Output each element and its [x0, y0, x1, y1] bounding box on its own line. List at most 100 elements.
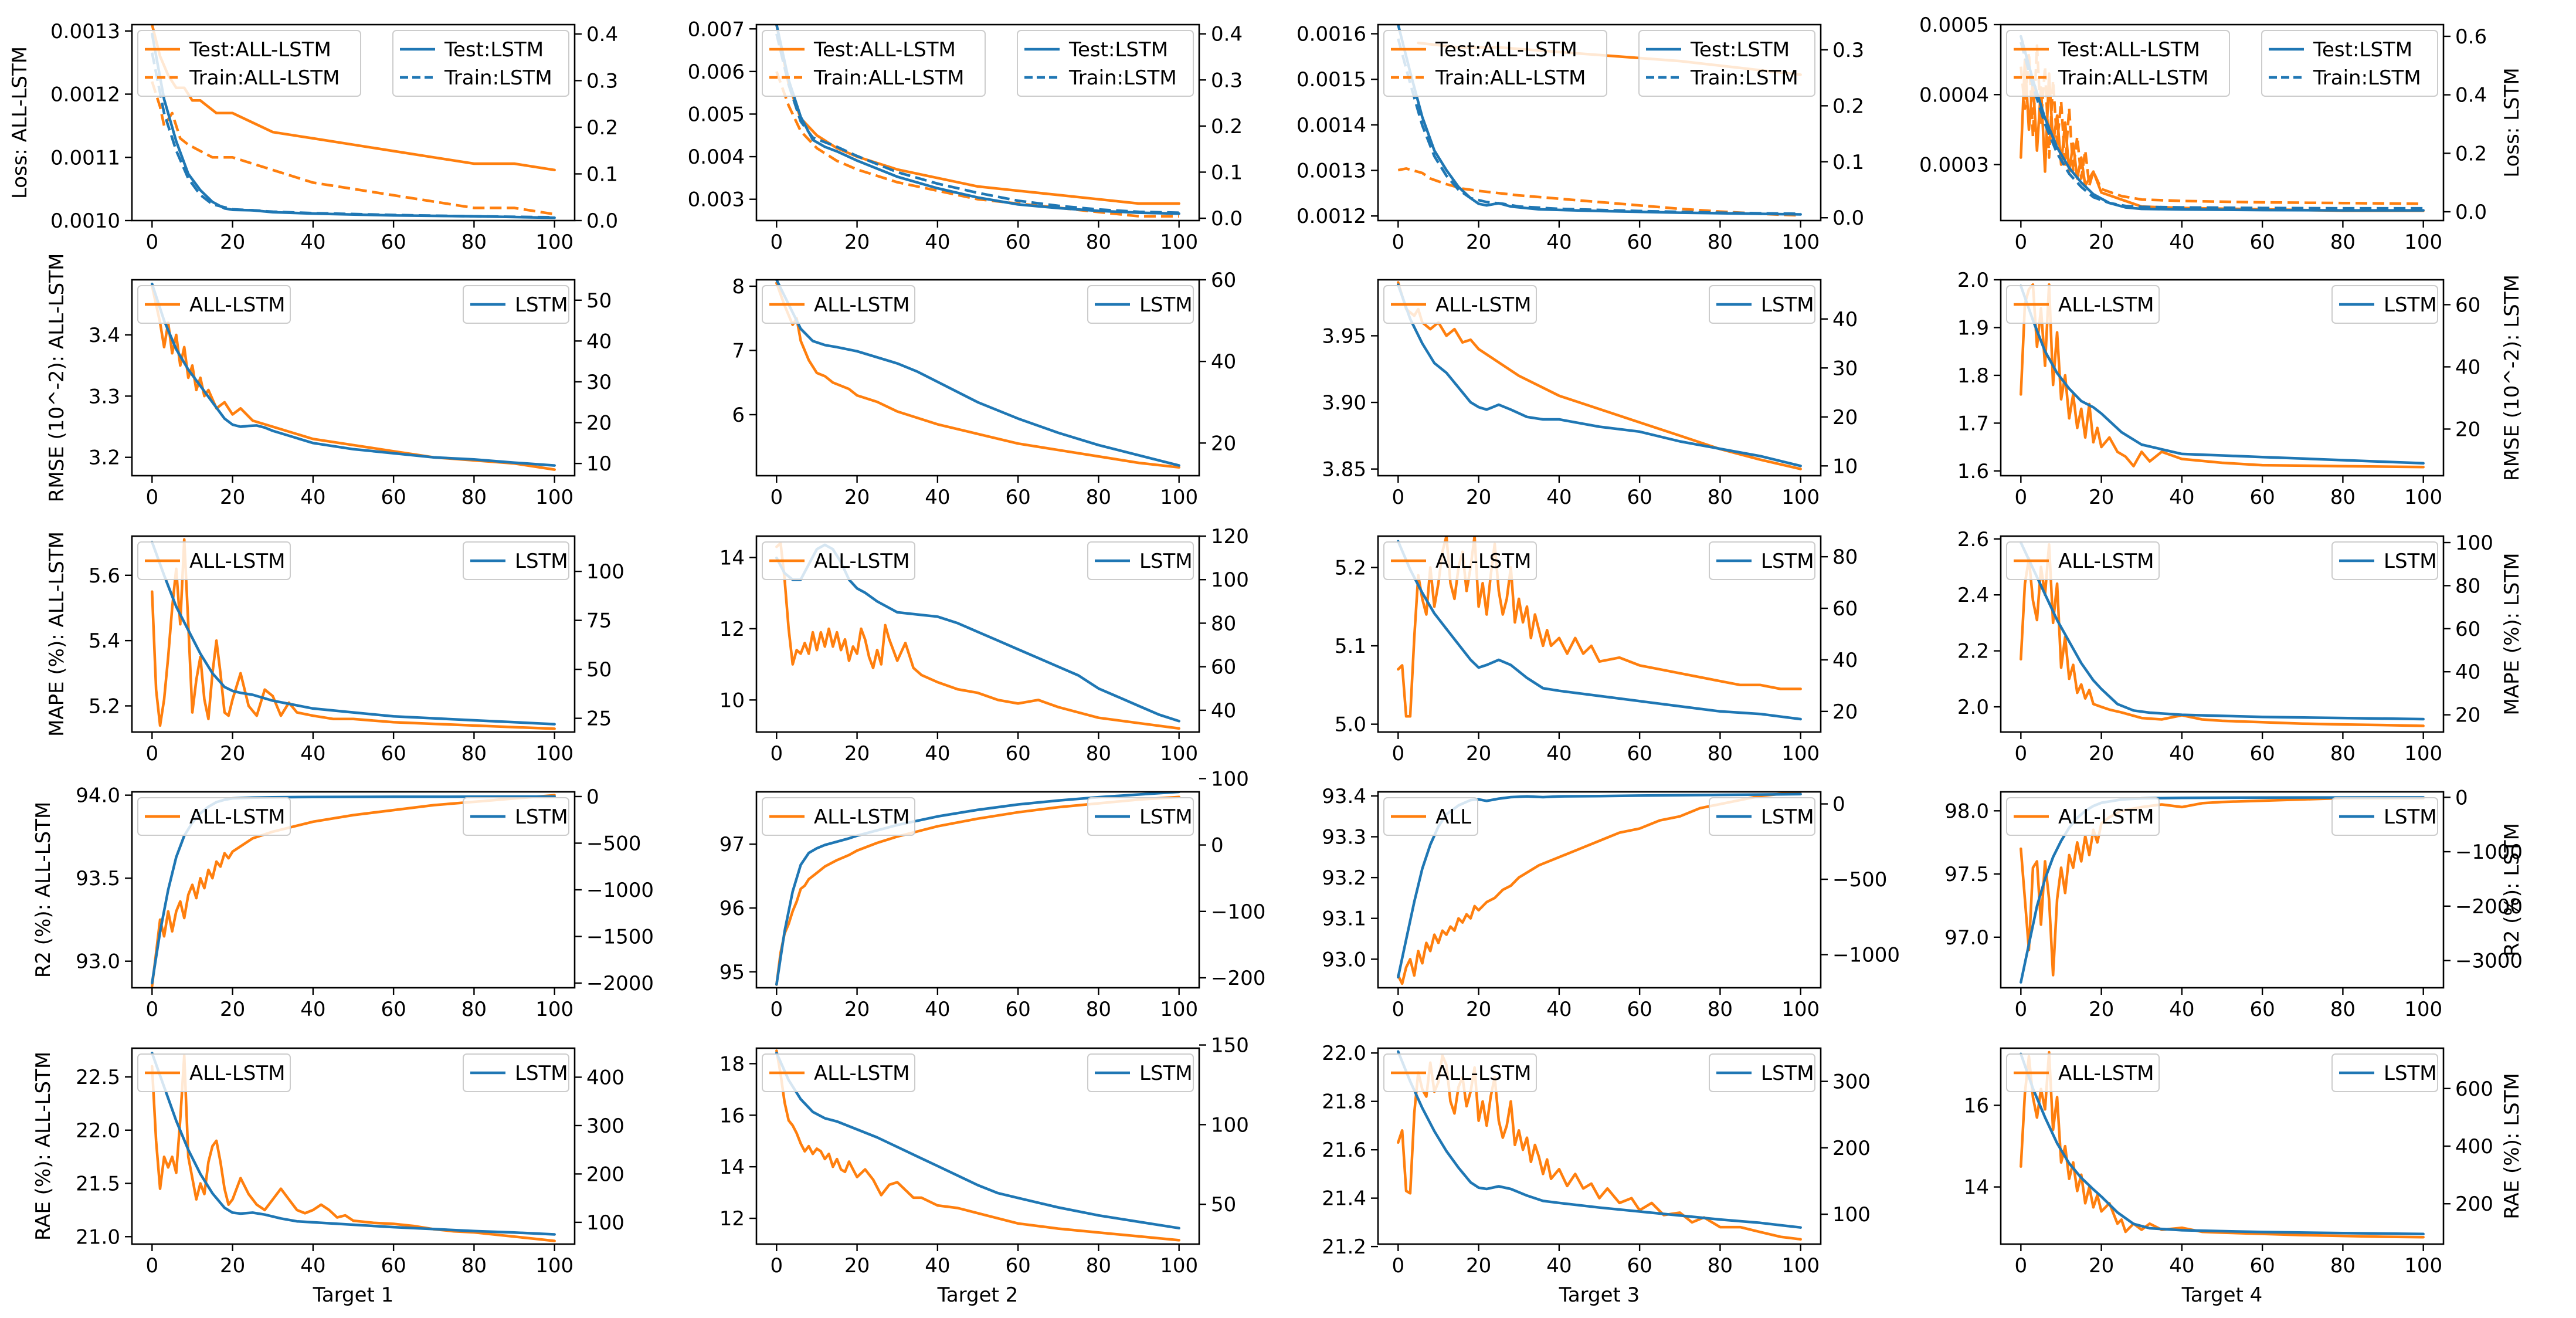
- x-tick-label: 0: [145, 231, 158, 254]
- legend-frame: [2006, 30, 2230, 97]
- left-y-tick-label: 0.0011: [50, 146, 120, 170]
- legend-label: ALL-LSTM: [2058, 293, 2154, 317]
- legend-all-lstm: ALL-LSTM: [2006, 285, 2160, 324]
- x-tick-label: 60: [381, 742, 406, 765]
- left-y-tick-label: 10: [719, 689, 745, 712]
- series-line-lstm: [1397, 792, 1802, 979]
- x-tick-label: 80: [2330, 1254, 2356, 1278]
- legend-frame: [1087, 797, 1194, 836]
- left-y-tick-label: 0.007: [688, 18, 745, 41]
- x-tick-label: 40: [2169, 486, 2194, 509]
- x-tick-label: 40: [925, 1254, 950, 1278]
- series-group: [1397, 536, 1802, 721]
- series-line-lstm: [2020, 284, 2425, 465]
- axes-frame: [131, 279, 576, 477]
- panel-r2-c3: 0 20 40 60 80 100 2.0 2.2 2.4 2.6 20 40 60 80 100 ALL-L…: [1957, 528, 2493, 765]
- axes-frame: [755, 791, 1200, 989]
- right-y-tick-label: 80: [1832, 546, 1858, 569]
- legend-label: ALL-LSTM: [2058, 550, 2154, 573]
- x-tick-label: 100: [535, 742, 573, 765]
- right-y-tick-label: 300: [586, 1114, 625, 1138]
- panel-r2-c2: 0 20 40 60 80 100 5.0 5.1 5.2 20 40 60 80 ALL-LSTM LST…: [1335, 535, 1858, 765]
- legend-label: ALL-LSTM: [189, 805, 285, 829]
- right-y-tick-label: 100: [2455, 531, 2493, 555]
- x-tick-label: 100: [1781, 231, 1820, 254]
- x-tick-label: 20: [2089, 1254, 2114, 1278]
- x-tick-label: 0: [145, 1254, 158, 1278]
- left-y-tick-label: 0.0003: [1919, 154, 1989, 177]
- right-y-tick-label: 100: [1211, 767, 1249, 791]
- x-tick-label: 100: [535, 998, 573, 1021]
- left-y-tick-label: 16: [1964, 1094, 1989, 1117]
- column-xlabel: Target 3: [1559, 1283, 1640, 1307]
- legend-all-lstm: Test:ALL-LSTM Train:ALL-LSTM: [762, 30, 986, 97]
- legend-lstm: LSTM: [1709, 1053, 1815, 1092]
- legend-frame: [1383, 285, 1537, 324]
- left-y-tick-label: 0.0013: [50, 20, 120, 43]
- series-line-train-all-lstm: [151, 81, 555, 216]
- left-y-tick-label: 1.6: [1957, 460, 1989, 483]
- panel-r0-c0: 0 20 40 60 80 100 0.0010 0.0011 0.0012 0.0013 0.0 0…: [50, 20, 618, 254]
- left-y-tick-label: 12: [719, 618, 745, 641]
- legend-lstm: LSTM: [463, 797, 569, 836]
- panel-r3-c2: 0 20 40 60 80 100 93.0 93.1 93.2 93.3 93.4 0 −500 −10…: [1322, 785, 1900, 1021]
- legend-label: LSTM: [1761, 1062, 1814, 1085]
- right-y-tick-label: 0.0: [1832, 206, 1864, 230]
- legend-all-lstm: ALL-LSTM: [762, 541, 915, 580]
- left-y-tick-label: 6: [732, 404, 745, 427]
- legend-label: LSTM: [2384, 1062, 2437, 1085]
- x-tick-label: 0: [145, 486, 158, 509]
- panel-r1-c2: 0 20 40 60 80 100 3.85 3.90 3.95 10 20 30 40 ALL-LSTM…: [1322, 279, 1858, 509]
- left-y-tick-label: 95: [719, 961, 745, 984]
- legend-lstm: LSTM: [2331, 1053, 2438, 1092]
- x-tick-label: 40: [1546, 231, 1572, 254]
- x-tick-label: 100: [1160, 742, 1198, 765]
- x-tick-label: 40: [2169, 742, 2194, 765]
- left-y-tick-label: 0.0016: [1297, 23, 1366, 46]
- axes-frame: [2000, 535, 2445, 733]
- right-y-tick-label: 0: [1211, 834, 1224, 858]
- x-tick-label: 40: [2169, 1254, 2194, 1278]
- left-y-tick-label: 93.2: [1322, 866, 1366, 890]
- series-line-all-lstm: [1397, 536, 1802, 718]
- series-line-all-lstm: [151, 284, 556, 471]
- right-y-tick-label: 200: [586, 1163, 625, 1186]
- panel-r2-c0: 0 20 40 60 80 100 5.2 5.4 5.6 25 50 75 100 ALL-LSTM LS…: [89, 535, 625, 765]
- legend-label: Test:ALL-LSTM: [1435, 38, 1577, 62]
- legend-all-lstm: ALL-LSTM: [2006, 541, 2160, 580]
- right-y-tick-label: 75: [586, 609, 612, 633]
- left-y-tick-label: 21.2: [1322, 1235, 1366, 1259]
- x-tick-label: 80: [461, 231, 487, 254]
- panel-r1-c1: 0 20 40 60 80 100 6 7 8 20 40 60 ALL-LSTM LSTM: [732, 269, 1236, 509]
- left-y-tick-label: 93.0: [1322, 948, 1366, 971]
- row-left-ylabel: MAPE (%): ALL-LSTM: [45, 531, 69, 737]
- legend-label: Train:LSTM: [2313, 66, 2421, 90]
- x-tick-label: 60: [1006, 742, 1031, 765]
- x-tick-label: 100: [1781, 742, 1820, 765]
- right-y-tick-label: 50: [586, 658, 612, 682]
- legend-frame: [2006, 797, 2160, 836]
- legend-label: LSTM: [1761, 550, 1814, 573]
- legend-lstm: Test:LSTM Train:LSTM: [2261, 30, 2438, 97]
- legend-frame: [762, 1053, 915, 1092]
- left-y-tick-label: 97: [719, 833, 745, 856]
- x-tick-label: 80: [1086, 998, 1111, 1021]
- legend-frame: [1383, 30, 1607, 97]
- left-y-tick-label: 3.95: [1322, 324, 1366, 348]
- axes-frame: [755, 279, 1200, 477]
- left-y-tick-label: 14: [1964, 1176, 1989, 1200]
- x-tick-label: 80: [2330, 486, 2356, 509]
- panel-r3-c0: 0 20 40 60 80 100 93.0 93.5 94.0 0 −500 −1000 −1500 −…: [76, 784, 654, 1021]
- series-line-all-lstm: [151, 794, 556, 988]
- legend-frame: [762, 30, 986, 97]
- left-y-tick-label: 1.9: [1957, 316, 1989, 340]
- row-left-ylabel: RAE (%): ALL-LSTM: [32, 1052, 55, 1241]
- right-y-tick-label: −100: [1211, 900, 1265, 924]
- left-y-tick-label: 0.0004: [1919, 83, 1989, 107]
- x-tick-label: 60: [1006, 486, 1031, 509]
- x-tick-label: 20: [844, 231, 870, 254]
- right-y-tick-label: 60: [2455, 293, 2480, 317]
- x-tick-label: 0: [2014, 742, 2027, 765]
- legend-lstm: LSTM: [2331, 797, 2438, 836]
- right-y-tick-label: 400: [2455, 1135, 2493, 1158]
